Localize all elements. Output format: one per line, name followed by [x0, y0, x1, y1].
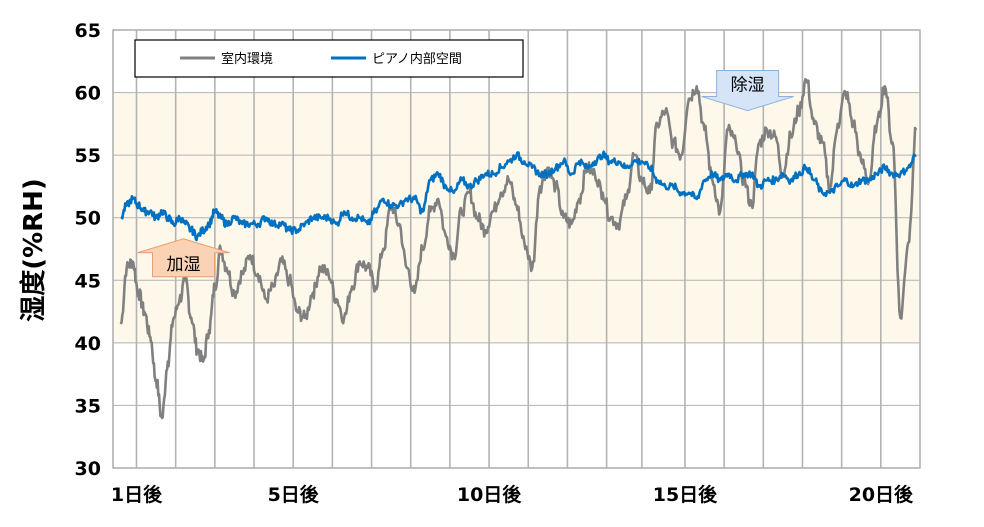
y-axis-label: 湿度(%RH)	[18, 178, 49, 322]
dehumidify-label: 除湿	[731, 76, 765, 96]
legend-label-indoor: 室内環境	[221, 51, 273, 67]
dehumidify-arrow	[701, 70, 794, 112]
x-tick-label: 10日後	[457, 483, 522, 506]
y-tick-label: 60	[75, 83, 101, 105]
y-tick-label: 50	[75, 208, 101, 230]
x-tick-label: 15日後	[653, 483, 718, 506]
series-line-piano	[120, 150, 917, 242]
y-tick-label: 30	[75, 458, 101, 480]
y-tick-label: 40	[75, 333, 101, 355]
humidify-label: 加湿	[167, 255, 201, 275]
humidify-arrow	[137, 238, 230, 278]
y-tick-label: 35	[75, 395, 101, 417]
x-tick-label: 20日後	[849, 483, 914, 506]
y-tick-label: 65	[75, 20, 101, 42]
y-tick-label: 45	[75, 270, 101, 292]
y-tick-label: 55	[75, 145, 101, 167]
legend-label-piano: ピアノ内部空間	[372, 51, 462, 67]
x-tick-label: 5日後	[268, 483, 320, 506]
series-line-indoor	[119, 78, 918, 420]
x-tick-label: 1日後	[111, 483, 163, 506]
